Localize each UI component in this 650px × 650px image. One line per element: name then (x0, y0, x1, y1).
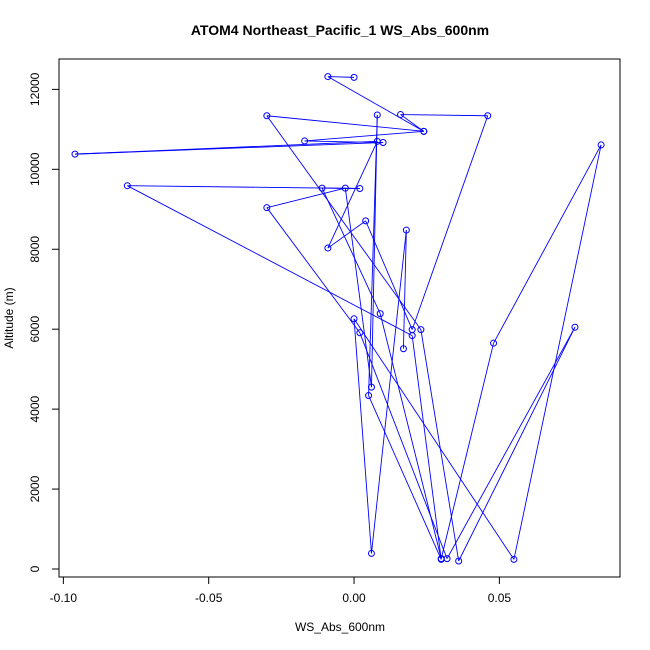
data-point (324, 244, 332, 252)
series-segment (327, 220, 366, 249)
series-segment (368, 395, 442, 560)
y-tick-label: 4000 (28, 395, 42, 422)
data-point (397, 111, 405, 119)
series-segment (327, 141, 378, 249)
data-point (373, 111, 381, 119)
data-point (301, 137, 309, 145)
data-point (350, 73, 358, 81)
y-tick-label: 10000 (28, 152, 42, 186)
x-tick-label: 0.00 (342, 591, 366, 605)
data-point (324, 73, 332, 81)
data-point (399, 345, 407, 353)
series-segment (400, 114, 425, 132)
data-point (367, 383, 375, 391)
series-segment (446, 326, 576, 559)
series-segment (304, 130, 424, 142)
series-segment (400, 114, 488, 117)
data-point (356, 329, 364, 337)
data-point (356, 185, 364, 192)
series-segment (327, 76, 355, 78)
y-tick-label: 0 (28, 565, 42, 572)
y-tick-label: 2000 (28, 475, 42, 502)
data-point (341, 184, 349, 192)
data-point (408, 332, 416, 340)
series-segment (513, 144, 602, 560)
series-segment (379, 313, 442, 559)
data-point (350, 315, 358, 323)
series-segment (458, 326, 576, 562)
data-point (402, 226, 410, 234)
data-point (490, 339, 498, 347)
data-point (263, 112, 271, 120)
data-point (365, 392, 373, 400)
chart-title: ATOM4 Northeast_Pacific_1 WS_Abs_600nm (191, 22, 489, 38)
series-segment (440, 343, 494, 559)
series-segment (368, 114, 378, 396)
data-point (362, 217, 370, 225)
data-point (71, 150, 79, 158)
data-point (367, 549, 375, 557)
series-segment (127, 185, 413, 336)
data-point (318, 184, 326, 192)
series-segment (344, 188, 372, 388)
series-segment (127, 185, 360, 189)
y-axis: 0 2000 4000 6000 8000 10000 12000 (28, 72, 60, 572)
data-point (263, 204, 271, 212)
x-axis: -0.10 -0.05 0.00 0.05 (50, 576, 512, 605)
series-segment (420, 329, 460, 562)
data-point (417, 326, 425, 334)
x-axis-label: WS_Abs_600nm (295, 620, 385, 634)
data-point (571, 323, 579, 331)
data-point (597, 141, 605, 149)
series-segment (353, 318, 515, 560)
data-point (437, 555, 445, 563)
y-tick-label: 6000 (28, 316, 42, 343)
series-segment (411, 335, 442, 560)
series-segment (493, 144, 602, 344)
series-segment (304, 140, 384, 143)
series-segment (266, 207, 361, 334)
series-segment (353, 318, 372, 554)
data-point (510, 555, 518, 563)
x-tick-label: -0.05 (195, 591, 223, 605)
data-point (484, 112, 492, 120)
y-tick-label: 12000 (28, 72, 42, 106)
series-points (71, 73, 605, 565)
series-segment (266, 115, 424, 132)
data-point (123, 182, 131, 190)
series-lines (74, 76, 602, 562)
series-segment (266, 187, 346, 209)
series-segment (321, 187, 381, 314)
data-point (376, 310, 384, 318)
series-segment (411, 115, 489, 330)
series-segment (371, 230, 407, 554)
x-tick-label: 0.05 (488, 591, 512, 605)
x-tick-label: -0.10 (50, 591, 78, 605)
series-segment (266, 115, 422, 330)
plot-frame (58, 58, 621, 578)
y-tick-label: 8000 (28, 236, 42, 263)
series-segment (359, 332, 448, 559)
y-axis-label: Altitude (m) (2, 287, 16, 348)
series-segment (402, 230, 407, 349)
series-segment (327, 76, 425, 132)
data-point (455, 557, 463, 565)
data-point (420, 127, 428, 135)
series-segment (74, 140, 378, 155)
data-point (373, 137, 381, 145)
